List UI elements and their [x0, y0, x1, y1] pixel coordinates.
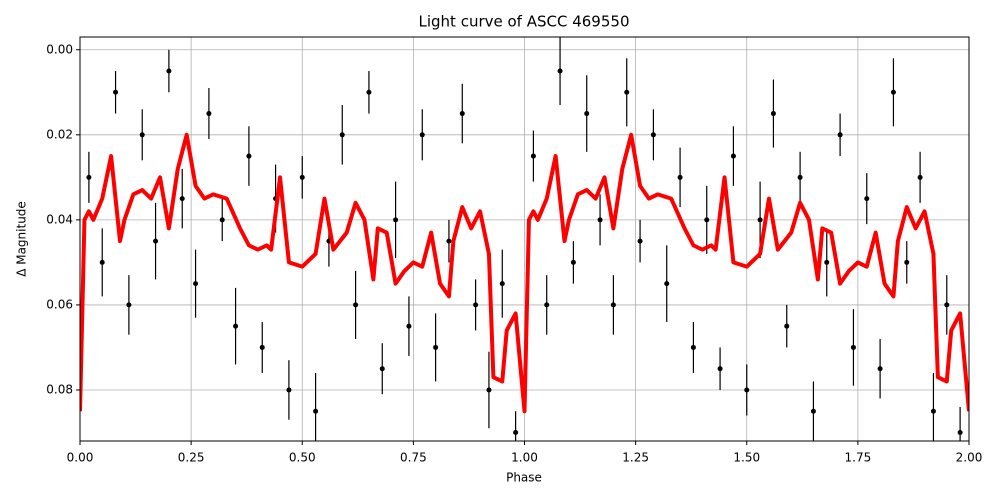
- data-point: [179, 196, 185, 202]
- y-tick-label: 0.04: [46, 212, 73, 226]
- data-point: [366, 89, 372, 95]
- data-point: [139, 132, 145, 138]
- data-point: [353, 302, 359, 308]
- data-point: [206, 111, 212, 117]
- y-tick-label: 0.00: [46, 42, 73, 56]
- data-point: [664, 281, 670, 287]
- data-point: [86, 174, 92, 180]
- data-point: [930, 408, 936, 414]
- data-point: [99, 259, 105, 265]
- data-point: [944, 302, 950, 308]
- data-point: [339, 132, 345, 138]
- data-point: [313, 408, 319, 414]
- data-point: [406, 323, 412, 329]
- data-point: [530, 153, 536, 159]
- data-point: [877, 366, 883, 372]
- data-point: [570, 259, 576, 265]
- data-point: [246, 153, 252, 159]
- data-point: [890, 89, 896, 95]
- data-point: [730, 153, 736, 159]
- data-point: [166, 68, 172, 74]
- data-point: [557, 68, 563, 74]
- data-point: [850, 344, 856, 350]
- data-point: [637, 238, 643, 244]
- data-point: [113, 89, 119, 95]
- data-point: [433, 344, 439, 350]
- data-point: [393, 217, 399, 223]
- x-tick-label: 1.00: [511, 451, 538, 465]
- model-line: [80, 132, 969, 414]
- x-tick-label: 0.50: [289, 451, 316, 465]
- data-point: [153, 238, 159, 244]
- data-point: [904, 259, 910, 265]
- plot-frame: [79, 36, 970, 442]
- data-point: [286, 387, 292, 393]
- y-tick-label: 0.02: [46, 127, 73, 141]
- data-point: [259, 344, 265, 350]
- data-point: [624, 89, 630, 95]
- data-point: [770, 111, 776, 117]
- data-point: [957, 429, 963, 435]
- data-point: [690, 344, 696, 350]
- data-point: [193, 281, 199, 287]
- data-point: [810, 408, 816, 414]
- data-point: [379, 366, 385, 372]
- data-point: [677, 174, 683, 180]
- data-point: [704, 217, 710, 223]
- data-point: [126, 302, 132, 308]
- x-tick-label: 0.00: [67, 451, 94, 465]
- y-tick-label: 0.08: [46, 382, 73, 396]
- x-tick-label: 2.00: [956, 451, 983, 465]
- data-point: [219, 217, 225, 223]
- chart-title: Light curve of ASCC 469550: [419, 13, 630, 31]
- data-point: [446, 238, 452, 244]
- data-point: [299, 174, 305, 180]
- x-tick-label: 1.50: [733, 451, 760, 465]
- data-point: [233, 323, 239, 329]
- data-point: [864, 196, 870, 202]
- data-point: [837, 132, 843, 138]
- data-point: [459, 111, 465, 117]
- data-point: [473, 302, 479, 308]
- x-tick-label: 1.75: [845, 451, 872, 465]
- y-tick-label: 0.06: [46, 297, 73, 311]
- y-axis-label: Δ Magnitude: [15, 201, 29, 277]
- data-point: [757, 217, 763, 223]
- data-point: [824, 259, 830, 265]
- x-tick-label: 0.75: [400, 451, 427, 465]
- data-point: [513, 429, 519, 435]
- data-point: [544, 302, 550, 308]
- data-point: [597, 217, 603, 223]
- data-point: [419, 132, 425, 138]
- data-point: [917, 174, 923, 180]
- x-tick-label: 1.25: [622, 451, 649, 465]
- data-point: [744, 387, 750, 393]
- data-point: [784, 323, 790, 329]
- data-point: [610, 302, 616, 308]
- x-axis-label: Phase: [506, 471, 542, 485]
- x-tick-label: 0.25: [178, 451, 205, 465]
- data-point: [486, 387, 492, 393]
- data-point: [797, 174, 803, 180]
- data-point: [650, 132, 656, 138]
- data-point: [584, 111, 590, 117]
- data-point: [499, 281, 505, 287]
- data-point: [717, 366, 723, 372]
